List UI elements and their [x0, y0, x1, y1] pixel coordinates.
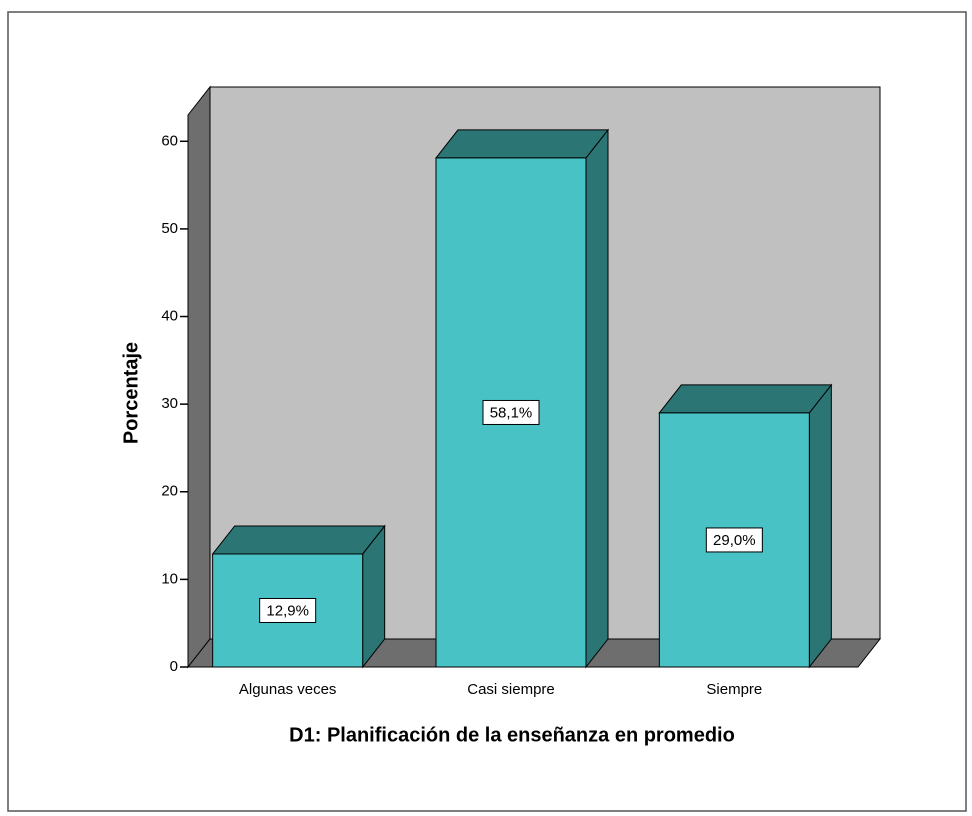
x-tick-label: Algunas veces [239, 681, 337, 698]
bar-side [808, 383, 832, 669]
x-tick-label: Siempre [706, 681, 762, 698]
x-axis-title: D1: Planificación de la enseñanza en pro… [289, 724, 735, 746]
y-tick-label: 30 [161, 395, 178, 412]
bar-top [211, 525, 386, 555]
y-tick-label: 60 [161, 132, 178, 149]
bar-top [658, 384, 833, 414]
y-tick-label: 40 [161, 307, 178, 324]
y-tick-label: 10 [161, 570, 178, 587]
y-tick-label: 50 [161, 220, 178, 237]
value-label-box [259, 597, 317, 623]
value-label: 12,9% [266, 602, 309, 619]
value-label-box [705, 527, 763, 553]
x-tick-label: Casi siempre [467, 681, 555, 698]
y-tick-label: 20 [161, 483, 178, 500]
value-label: 58,1% [490, 404, 533, 421]
side-wall [187, 85, 211, 669]
bar-side [585, 128, 609, 669]
y-axis-title: Porcentaje [120, 342, 142, 444]
y-tick-label: 0 [170, 658, 178, 675]
value-label: 29,0% [713, 532, 756, 549]
bar-top [434, 129, 610, 159]
value-label-box [482, 399, 540, 425]
